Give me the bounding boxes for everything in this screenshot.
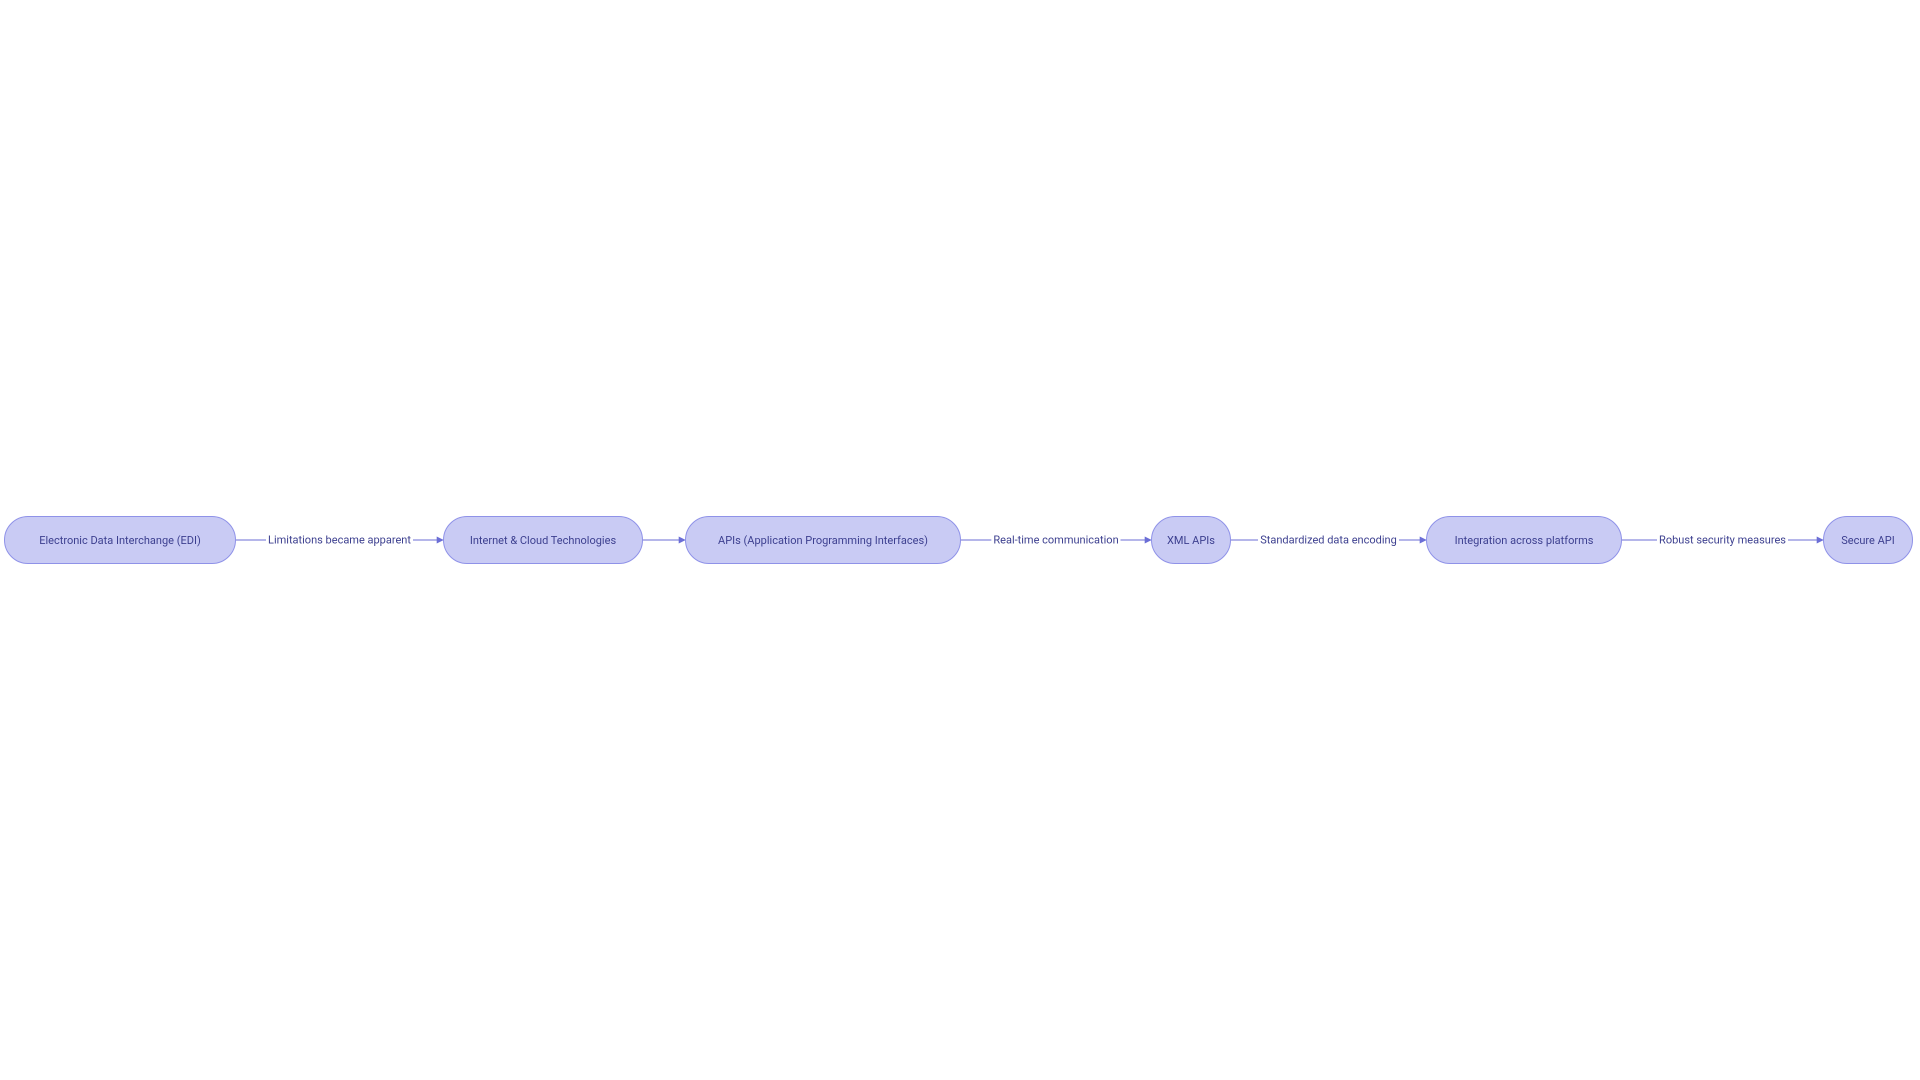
edge-label-text: Standardized data encoding — [1260, 534, 1397, 547]
flow-node-label: Internet & Cloud Technologies — [470, 534, 616, 547]
edge-label-text: Real-time communication — [993, 534, 1118, 547]
flow-node-label: Secure API — [1841, 534, 1894, 547]
flow-node-n1: Electronic Data Interchange (EDI) — [4, 516, 236, 564]
flowchart-canvas: Electronic Data Interchange (EDI) Interne… — [0, 0, 1920, 1080]
flow-node-n5: Integration across platforms — [1426, 516, 1622, 564]
flow-node-n3: APIs (Application Programming Interfaces… — [685, 516, 961, 564]
flow-node-label: XML APIs — [1167, 534, 1215, 547]
edge-label: Robust security measures — [1657, 534, 1788, 547]
flow-node-n2: Internet & Cloud Technologies — [443, 516, 643, 564]
flow-node-label: APIs (Application Programming Interfaces… — [718, 534, 928, 547]
edge-label-text: Robust security measures — [1659, 534, 1786, 547]
edge-label: Real-time communication — [991, 534, 1120, 547]
edge-label: Limitations became apparent — [266, 534, 413, 547]
edge-label: Standardized data encoding — [1258, 534, 1399, 547]
flow-node-label: Integration across platforms — [1455, 534, 1594, 547]
edge-label-text: Limitations became apparent — [268, 534, 411, 547]
flow-node-label: Electronic Data Interchange (EDI) — [39, 534, 201, 547]
flow-node-n4: XML APIs — [1151, 516, 1231, 564]
flow-node-n6: Secure API — [1823, 516, 1913, 564]
